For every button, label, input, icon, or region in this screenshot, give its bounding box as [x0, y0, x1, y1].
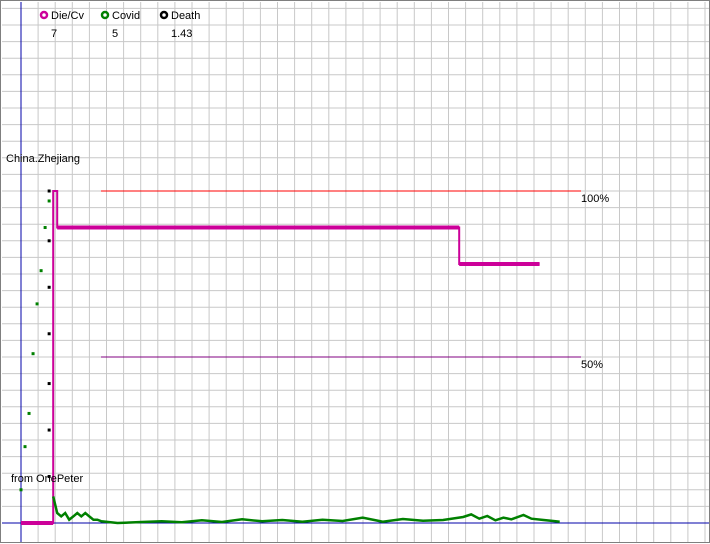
reference-label-50: 50%	[581, 359, 603, 371]
death-point	[47, 189, 51, 193]
legend-label-covid: Covid	[112, 10, 140, 22]
death-point	[47, 428, 51, 432]
region-label: China.Zhejiang	[6, 153, 80, 165]
legend-marker-die_cv	[39, 10, 49, 20]
legend-label-die_cv: Die/Cv	[51, 10, 85, 22]
legend-marker-death	[159, 10, 169, 20]
death-point	[47, 332, 51, 336]
death-point	[47, 382, 51, 386]
covid-point	[35, 302, 39, 306]
covid-point	[31, 352, 35, 356]
reference-lines: 100% 50%	[101, 190, 609, 371]
covid-point	[43, 226, 47, 230]
death-point	[47, 475, 51, 479]
covid-point	[27, 411, 31, 415]
covid-point	[19, 488, 23, 492]
legend: Die/Cv 7 Covid 5 Death 1.43	[39, 10, 200, 40]
death-point	[47, 239, 51, 243]
death-point	[47, 285, 51, 289]
series-layer	[19, 189, 560, 525]
covid-point	[47, 199, 51, 203]
legend-value-covid: 5	[112, 28, 118, 40]
covid-point	[23, 445, 27, 449]
covid-point	[39, 269, 43, 273]
reference-label-100: 100%	[581, 193, 609, 205]
legend-label-death: Death	[171, 10, 200, 22]
legend-marker-covid	[100, 10, 110, 20]
series-line-covid	[51, 496, 560, 525]
legend-value-die_cv: 7	[51, 28, 57, 40]
series-line-die-cv	[21, 190, 540, 524]
legend-value-death: 1.43	[171, 28, 192, 40]
credit-label: from OnePeter	[11, 473, 83, 485]
